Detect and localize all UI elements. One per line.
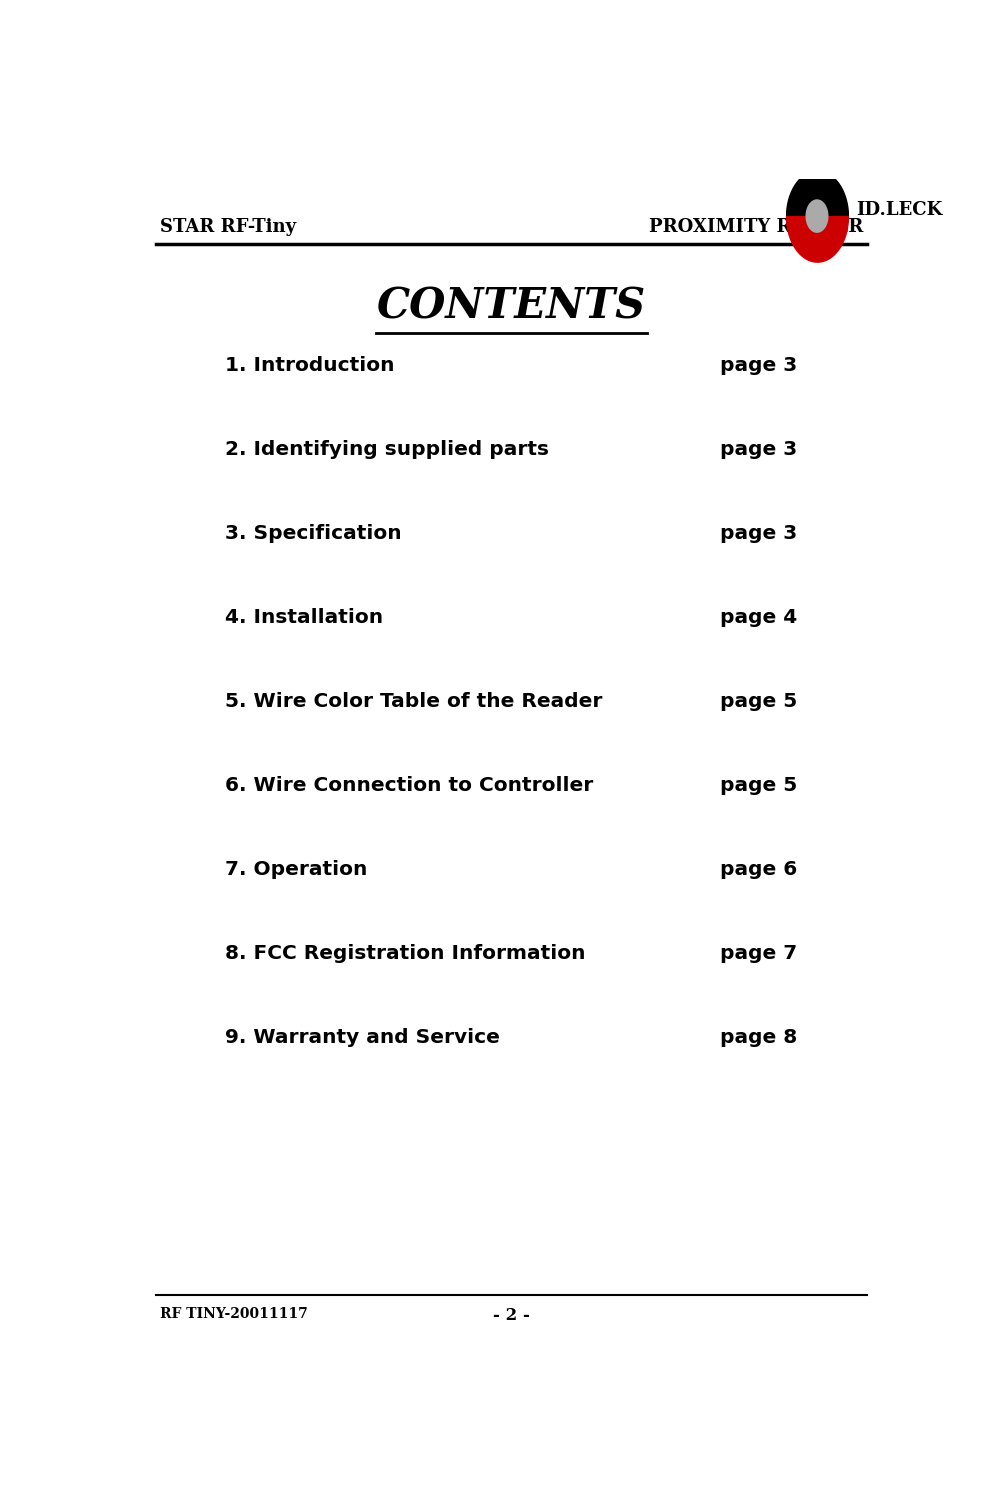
- Text: page 3: page 3: [721, 356, 797, 375]
- Text: 9. Warranty and Service: 9. Warranty and Service: [226, 1028, 500, 1047]
- Text: 2. Identifying supplied parts: 2. Identifying supplied parts: [226, 441, 549, 459]
- Text: page 3: page 3: [721, 441, 797, 459]
- Text: page 4: page 4: [721, 608, 797, 627]
- Text: page 5: page 5: [721, 775, 797, 795]
- Text: page 5: page 5: [721, 692, 797, 711]
- Text: 4. Installation: 4. Installation: [226, 608, 383, 627]
- Text: page 3: page 3: [721, 524, 797, 544]
- Text: ID.LECK: ID.LECK: [855, 202, 942, 220]
- Text: 3. Specification: 3. Specification: [226, 524, 402, 544]
- Text: STAR RF-Tiny: STAR RF-Tiny: [160, 218, 295, 236]
- Text: RF TINY-20011117: RF TINY-20011117: [160, 1307, 307, 1321]
- Text: 8. FCC Registration Information: 8. FCC Registration Information: [226, 944, 586, 964]
- Text: page 8: page 8: [721, 1028, 797, 1047]
- Text: CONTENTS: CONTENTS: [377, 285, 646, 327]
- Text: page 6: page 6: [721, 861, 797, 878]
- Text: page 7: page 7: [721, 944, 797, 964]
- Text: PROXIMITY READER: PROXIMITY READER: [649, 218, 863, 236]
- Circle shape: [806, 200, 827, 232]
- Text: 5. Wire Color Table of the Reader: 5. Wire Color Table of the Reader: [226, 692, 603, 711]
- Text: 6. Wire Connection to Controller: 6. Wire Connection to Controller: [226, 775, 594, 795]
- Text: 7. Operation: 7. Operation: [226, 861, 367, 878]
- Text: - 2 -: - 2 -: [493, 1307, 530, 1324]
- Text: 1. Introduction: 1. Introduction: [226, 356, 395, 375]
